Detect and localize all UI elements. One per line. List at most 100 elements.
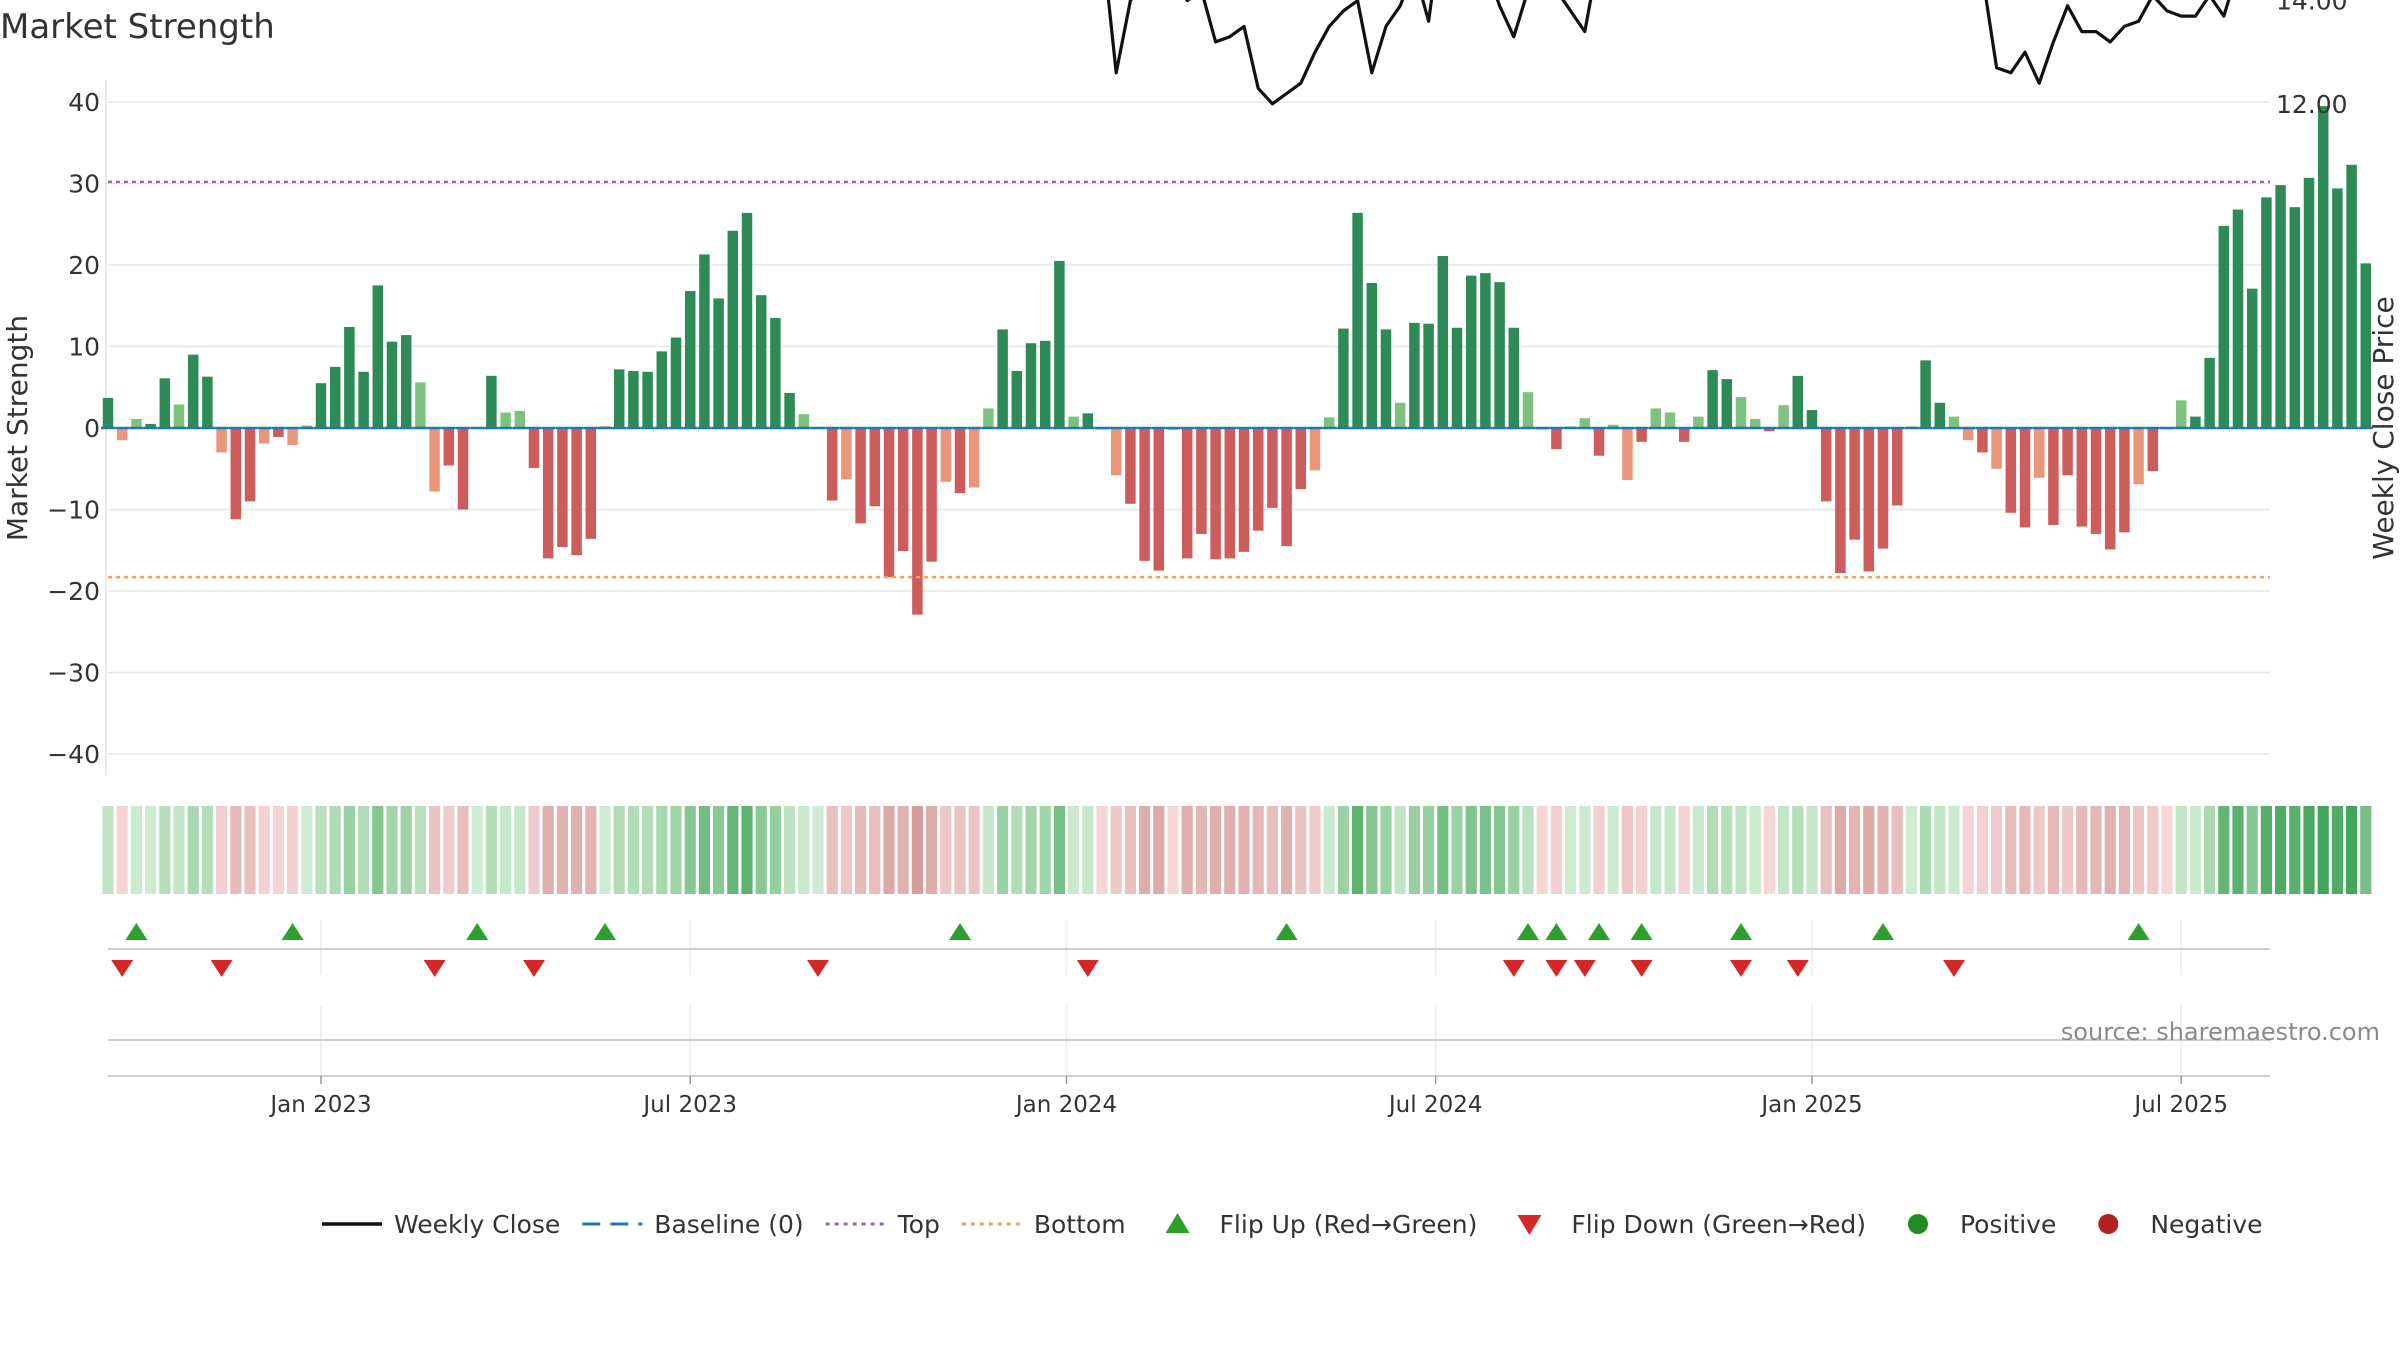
heat-cell	[556, 806, 568, 894]
strength-bar	[358, 371, 369, 428]
flip-up-marker	[281, 923, 304, 940]
weekly-close-line	[1106, 0, 2231, 106]
heat-cell	[1110, 806, 1122, 894]
legend-item: Negative	[2098, 1210, 2263, 1239]
strength-bar	[2204, 357, 2215, 428]
flip-down-marker	[1943, 960, 1965, 977]
heat-cell	[1394, 806, 1406, 894]
strength-bar	[1025, 343, 1037, 428]
strength-bar	[1693, 416, 1704, 428]
strength-bar	[486, 375, 497, 428]
heat-cell	[1678, 806, 1690, 894]
flip-down-marker	[111, 960, 134, 977]
heat-cell	[769, 806, 781, 894]
heat-cell	[1891, 806, 1903, 894]
heat-cell	[1380, 806, 1392, 894]
heat-cell	[1991, 806, 2003, 894]
y-tick-label: −20	[47, 577, 100, 606]
strength-bar	[897, 428, 909, 552]
heat-cell	[812, 806, 824, 894]
heat-cell	[2260, 806, 2272, 894]
y-axis-label: Market Strength	[1, 315, 34, 541]
heat-cell	[1266, 806, 1278, 894]
flip-down-marker	[1573, 960, 1596, 977]
heat-cell	[1451, 806, 1463, 894]
heat-cell	[2076, 806, 2088, 894]
heat-cell	[1920, 806, 1932, 894]
strength-bar	[2289, 207, 2301, 428]
heat-cell	[1636, 806, 1648, 894]
heat-strip	[102, 806, 2372, 894]
strength-bars	[101, 106, 2373, 615]
heat-cell	[954, 806, 966, 894]
strength-bar	[571, 428, 582, 556]
heat-cell	[940, 806, 952, 894]
strength-bar	[613, 369, 625, 428]
strength-bar	[1636, 428, 1647, 442]
heat-cell	[2303, 806, 2315, 894]
heat-cell	[443, 806, 455, 894]
heat-cell	[2232, 806, 2244, 894]
x-axis: Jan 2023 Jul 2023 Jan 2024 Jul 2024 Jan 2025…	[108, 1075, 2270, 1118]
reference-lines	[108, 180, 2270, 579]
strength-bar	[968, 428, 980, 488]
heat-cell	[1465, 806, 1477, 894]
strength-bar	[798, 414, 810, 428]
strength-bar	[741, 212, 753, 428]
heat-cell	[1877, 806, 1889, 894]
strength-bar	[684, 291, 696, 428]
heat-cell	[2047, 806, 2059, 894]
strength-bar	[2360, 263, 2372, 428]
heat-cell	[1579, 806, 1591, 894]
strength-bar	[443, 428, 455, 466]
heat-cell	[230, 806, 242, 894]
strength-bar	[542, 428, 554, 559]
y-tick-label: 10	[68, 333, 100, 362]
heat-cell	[1479, 806, 1491, 894]
legend-swatch	[1907, 1214, 1928, 1234]
legend-label: Flip Down (Green→Red)	[1571, 1210, 1866, 1239]
heat-cell	[2204, 806, 2216, 894]
strength-bar	[2232, 209, 2244, 428]
strength-bar	[1721, 379, 1733, 428]
flip-up-marker	[1630, 923, 1653, 940]
heat-cell	[201, 806, 213, 894]
strength-bar	[912, 428, 923, 615]
heat-cell	[1011, 806, 1023, 894]
heat-cell	[1664, 806, 1676, 894]
strength-bar	[1593, 428, 1605, 456]
heat-cell	[713, 806, 725, 894]
heat-cell	[1139, 806, 1151, 894]
weekly-close-layer	[1106, 0, 2231, 106]
y2-tick-label: 12.00	[2276, 90, 2348, 119]
heat-cell	[2019, 806, 2031, 894]
heat-cell	[1423, 806, 1435, 894]
heat-cell	[1735, 806, 1747, 894]
heat-cell	[1508, 806, 1520, 894]
heat-cell	[1976, 806, 1988, 894]
strength-bar	[926, 428, 937, 562]
heat-cell	[627, 806, 639, 894]
heat-cell	[216, 806, 228, 894]
heat-cell	[1707, 806, 1719, 894]
heat-cell	[1167, 806, 1179, 894]
x-tick-label: Jul 2025	[2132, 1092, 2228, 1118]
heat-cell	[1252, 806, 1264, 894]
heat-cell	[2346, 806, 2358, 894]
strength-bar	[1764, 428, 1775, 432]
heat-cell	[1124, 806, 1136, 894]
strength-bar	[1181, 428, 1193, 559]
heat-cell	[1607, 806, 1619, 894]
flip-down-marker	[210, 960, 233, 977]
heat-cell	[670, 806, 682, 894]
strength-bar	[1323, 417, 1335, 428]
strength-bar	[755, 295, 767, 428]
source-text: source: sharemaestro.com	[2061, 1018, 2380, 1046]
strength-bar	[1863, 428, 1875, 572]
strength-bar	[1338, 328, 1349, 428]
heat-cell	[784, 806, 796, 894]
strength-bar	[1749, 419, 1761, 428]
strength-bar	[770, 317, 781, 428]
strength-bar	[2275, 185, 2286, 428]
strength-bar	[1252, 428, 1264, 531]
